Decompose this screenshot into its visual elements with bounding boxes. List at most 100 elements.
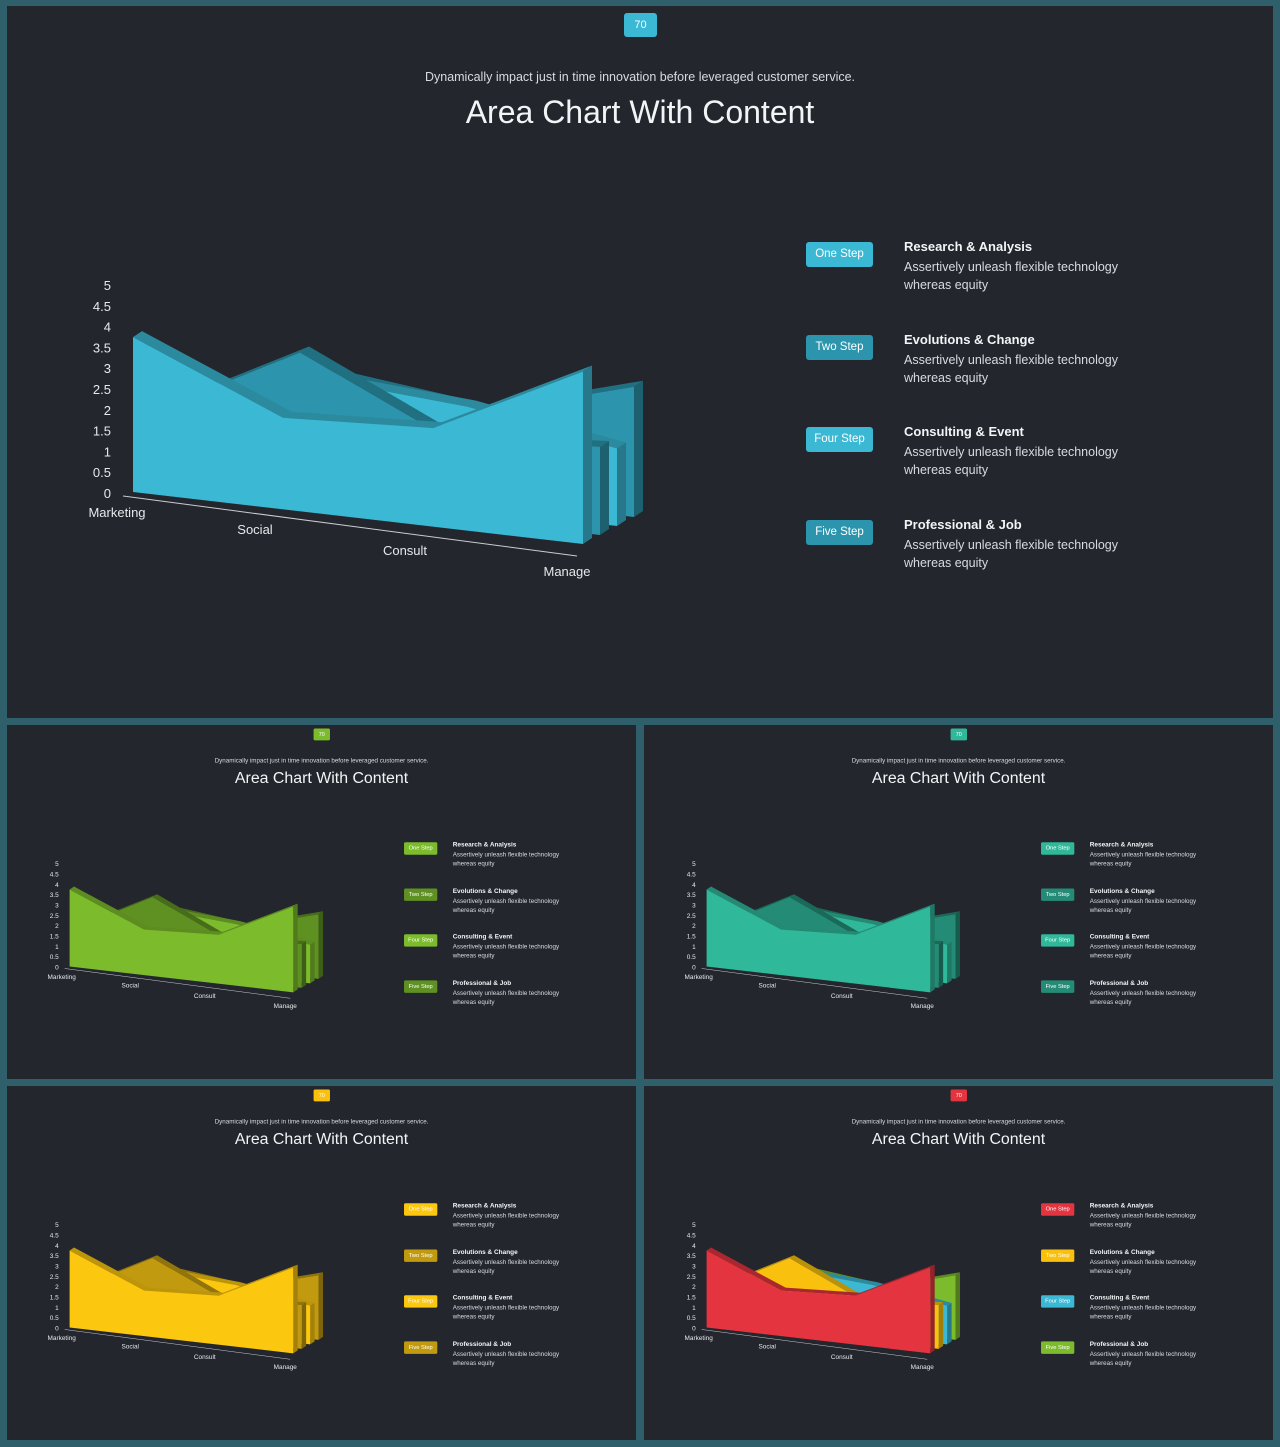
four-step-button[interactable]: Four Step — [806, 427, 873, 452]
y-tick-label: 0 — [692, 964, 696, 971]
y-tick-label: 4 — [692, 882, 696, 889]
two-step-button[interactable]: Two Step — [1041, 1249, 1075, 1262]
area-layer-side-2 — [301, 1302, 307, 1349]
five-step-button[interactable]: Five Step — [806, 520, 873, 545]
legend-item-four-step: Four Step Consulting & Event Assertively… — [404, 1293, 583, 1325]
y-tick-label: 4.5 — [687, 871, 696, 878]
y-tick-label: 1 — [692, 1305, 696, 1312]
five-step-button[interactable]: Five Step — [404, 980, 438, 993]
slide-title: Area Chart With Content — [871, 1129, 1046, 1148]
two-step-button[interactable]: Two Step — [404, 1249, 438, 1262]
area-series-1 — [133, 337, 583, 544]
area-chart: 0 0.5 1 1.5 2 2.5 3 3.5 4 4.5 5 Marketing Social Cons… — [88, 278, 643, 579]
legend-item-four-step: Four Step Consulting & Event Assertively… — [404, 933, 583, 964]
legend-item-description: Assertively unleash flexible technology … — [1089, 851, 1197, 868]
y-tick-label: 4 — [55, 882, 59, 889]
y-tick-label: 0.5 — [93, 465, 111, 480]
y-tick-label: 2 — [692, 923, 696, 930]
x-category-label: Consult — [194, 993, 216, 1000]
y-tick-label: 0 — [692, 1325, 696, 1332]
five-step-button[interactable]: Five Step — [1041, 1341, 1075, 1354]
area-layer-top-edge-3 — [723, 1268, 952, 1306]
area-layer-top-edge-3 — [86, 907, 315, 945]
legend-item-description: Assertively unleash flexible technology … — [452, 1304, 560, 1321]
y-tick-label: 2.5 — [50, 913, 59, 920]
area-series-1 — [69, 889, 294, 993]
slide-title: Area Chart With Content — [234, 768, 409, 787]
y-tick-label: 5 — [692, 861, 696, 868]
legend-item-five-step: Five Step Professional & Job Assertively… — [806, 517, 1166, 580]
five-step-button[interactable]: Five Step — [404, 1341, 438, 1354]
area-layer-top-edge-2 — [715, 894, 944, 945]
y-tick-label: 5 — [55, 861, 59, 868]
x-axis-line — [701, 1329, 928, 1360]
slide-teal: 70 Dynamically impact just in time innov… — [644, 725, 1273, 1079]
x-category-label: Manage — [274, 1364, 298, 1371]
one-step-button[interactable]: One Step — [404, 1203, 438, 1216]
two-step-button[interactable]: Two Step — [404, 888, 438, 901]
two-step-button[interactable]: Two Step — [806, 335, 873, 360]
x-axis-line — [122, 495, 578, 557]
y-tick-label: 5 — [104, 278, 111, 293]
one-step-button[interactable]: One Step — [1041, 842, 1075, 855]
legend-item-five-step: Five Step Professional & Job Assertively… — [1041, 1340, 1220, 1371]
legend-item-description: Assertively unleash flexible technology … — [1089, 989, 1197, 1006]
legend-item-description: Assertively unleash flexible technology … — [1089, 1212, 1197, 1229]
y-tick-label: 4.5 — [687, 1232, 696, 1239]
area-layer-top-edge-3 — [86, 1268, 315, 1306]
x-category-label: Social — [237, 522, 273, 537]
five-step-button[interactable]: Five Step — [1041, 980, 1075, 993]
y-tick-label: 0.5 — [687, 954, 696, 961]
legend-item-title: Research & Analysis — [1089, 840, 1154, 849]
legend-item-title: Consulting & Event — [452, 1293, 513, 1302]
y-tick-label: 4.5 — [93, 299, 111, 314]
legend-item-title: Evolutions & Change — [904, 332, 1035, 347]
y-tick-label: 5 — [692, 1222, 696, 1229]
four-step-button[interactable]: Four Step — [1041, 1295, 1075, 1308]
area-layer-side-1 — [930, 903, 935, 993]
y-tick-label: 1 — [692, 944, 696, 951]
y-tick-label: 3 — [55, 902, 59, 909]
legend-item-four-step: Four Step Consulting & Event Assertively… — [1041, 1294, 1220, 1325]
x-category-label: Manage — [544, 564, 591, 579]
area-layer-top-edge-2 — [78, 894, 307, 945]
area-chart: 0 0.5 1 1.5 2 2.5 3 3.5 4 4.5 5 Marketing Social Cons… — [48, 861, 324, 1010]
x-category-label: Social — [758, 982, 776, 989]
four-step-button[interactable]: Four Step — [1041, 934, 1075, 947]
x-category-label: Marketing — [685, 1335, 714, 1342]
y-tick-label: 3 — [692, 1263, 696, 1270]
area-layer-top-edge-2 — [150, 346, 609, 447]
area-layer-top-edge-1 — [69, 1247, 298, 1296]
four-step-button[interactable]: Four Step — [404, 934, 438, 947]
area-layer-side-3 — [310, 941, 315, 984]
area-layer-side-3 — [310, 1302, 315, 1345]
four-step-button[interactable]: Four Step — [404, 1295, 438, 1308]
two-step-button[interactable]: Two Step — [1041, 888, 1075, 901]
legend-item-description: Assertively unleash flexible technology … — [452, 943, 560, 960]
legend-item-one-step: One Step Research & Analysis Assertively… — [806, 239, 1166, 302]
one-step-button[interactable]: One Step — [806, 242, 873, 267]
x-category-label: Marketing — [48, 974, 77, 981]
y-tick-label: 4.5 — [50, 1232, 59, 1239]
y-tick-label: 2 — [692, 1284, 696, 1291]
one-step-button[interactable]: One Step — [1041, 1203, 1075, 1216]
legend-item-description: Assertively unleash flexible technology … — [1089, 1258, 1197, 1275]
page-number-badge: 70 — [950, 1089, 967, 1102]
y-tick-label: 2.5 — [687, 913, 696, 920]
slide-subtitle: Dynamically impact just in time innovati… — [851, 1117, 1066, 1125]
y-tick-label: 1.5 — [50, 933, 59, 940]
legend-item-title: Research & Analysis — [1089, 1201, 1154, 1210]
x-category-label: Consult — [194, 1354, 216, 1361]
legend-item-five-step: Five Step Professional & Job Assertively… — [1041, 979, 1220, 1010]
legend-item-title: Evolutions & Change — [452, 886, 518, 895]
area-layer-side-2 — [938, 1302, 944, 1349]
slide-subtitle: Dynamically impact just in time innovati… — [214, 1117, 429, 1125]
one-step-button[interactable]: One Step — [404, 842, 438, 855]
legend-item-two-step: Two Step Evolutions & Change Assertively… — [404, 886, 583, 918]
x-axis-line — [701, 968, 928, 999]
legend-item-title: Research & Analysis — [904, 239, 1033, 254]
legend-item-two-step: Two Step Evolutions & Change Assertively… — [404, 1248, 583, 1279]
y-tick-label: 3 — [692, 902, 696, 909]
x-category-label: Social — [121, 982, 139, 989]
legend-item-description: Assertively unleash flexible technology … — [904, 260, 1119, 292]
